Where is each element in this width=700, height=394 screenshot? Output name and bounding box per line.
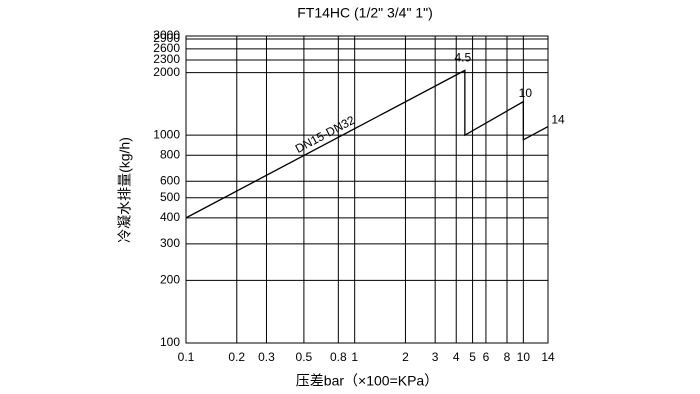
annotation: 4.5 [455, 51, 472, 65]
y-tick-label: 200 [160, 273, 180, 287]
x-tick-label: 0.8 [330, 350, 347, 364]
y-tick-label: 2300 [153, 52, 180, 66]
annotation: 10 [519, 86, 533, 100]
x-tick-label: 8 [504, 350, 511, 364]
x-tick-label: 0.3 [258, 350, 275, 364]
series-line [185, 69, 549, 219]
y-tick-label: 2000 [153, 65, 180, 79]
y-tick-label: 1000 [153, 127, 180, 141]
x-tick-label: 0.2 [228, 350, 245, 364]
x-tick-label: 3 [432, 350, 439, 364]
y-tick-label: 300 [160, 236, 180, 250]
x-tick-label: 0.1 [178, 350, 195, 364]
x-tick-label: 1 [351, 350, 358, 364]
y-tick-label: 600 [160, 173, 180, 187]
x-tick-label: 10 [517, 350, 531, 364]
y-tick-label: 400 [160, 210, 180, 224]
y-tick-label: 2600 [153, 41, 180, 55]
x-tick-label: 6 [483, 350, 490, 364]
y-tick-label: 500 [160, 190, 180, 204]
x-tick-label: 14 [541, 350, 555, 364]
series-label: DN15-DN32 [293, 113, 358, 156]
y-tick-label: 3000 [153, 28, 180, 42]
y-tick-label: 2900 [153, 31, 180, 45]
y-axis-label: 冷凝水排量(kg/h) [117, 137, 133, 243]
x-axis-label: 压差bar（×100=KPa） [296, 373, 438, 389]
x-tick-label: 2 [402, 350, 409, 364]
y-tick-label: 800 [160, 147, 180, 161]
x-tick-label: 5 [469, 350, 476, 364]
x-tick-label: 0.5 [296, 350, 313, 364]
annotation: 14 [551, 113, 565, 127]
y-tick-label: 100 [160, 335, 180, 349]
x-tick-label: 4 [453, 350, 460, 364]
chart-title: FT14HC (1/2" 3/4" 1") [297, 5, 433, 21]
